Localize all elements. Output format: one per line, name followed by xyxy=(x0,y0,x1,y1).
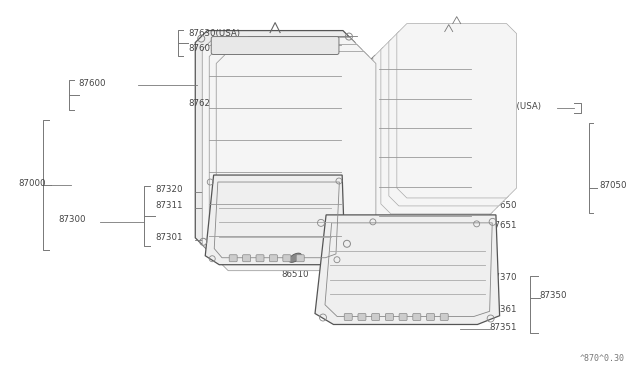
Text: 87320: 87320 xyxy=(156,186,183,195)
Text: 87650: 87650 xyxy=(490,201,517,211)
PathPatch shape xyxy=(209,45,369,264)
FancyBboxPatch shape xyxy=(399,314,407,321)
Text: 87361: 87361 xyxy=(490,305,517,314)
PathPatch shape xyxy=(397,23,516,198)
FancyBboxPatch shape xyxy=(211,36,339,54)
FancyBboxPatch shape xyxy=(385,314,394,321)
FancyBboxPatch shape xyxy=(283,255,291,262)
PathPatch shape xyxy=(389,32,509,206)
FancyBboxPatch shape xyxy=(243,255,251,262)
Text: 87630(USA): 87630(USA) xyxy=(188,29,240,38)
FancyBboxPatch shape xyxy=(344,314,352,321)
Text: 87301: 87301 xyxy=(156,233,183,242)
Ellipse shape xyxy=(289,253,301,262)
PathPatch shape xyxy=(373,48,493,222)
Text: 86510: 86510 xyxy=(282,270,309,279)
Text: 87050: 87050 xyxy=(600,182,627,190)
FancyBboxPatch shape xyxy=(256,255,264,262)
FancyBboxPatch shape xyxy=(358,314,366,321)
FancyBboxPatch shape xyxy=(440,314,448,321)
FancyBboxPatch shape xyxy=(426,314,435,321)
Text: 87350: 87350 xyxy=(540,291,567,300)
Text: 87300: 87300 xyxy=(59,215,86,224)
Text: 87601: 87601 xyxy=(188,44,216,53)
Text: 87600: 87600 xyxy=(79,79,106,88)
Text: ^870^0.30: ^870^0.30 xyxy=(579,355,625,363)
FancyBboxPatch shape xyxy=(413,314,420,321)
Text: 87670: 87670 xyxy=(490,182,517,190)
Text: 87620: 87620 xyxy=(188,99,216,108)
Text: 87370: 87370 xyxy=(490,273,517,282)
FancyBboxPatch shape xyxy=(229,255,237,262)
FancyBboxPatch shape xyxy=(372,314,380,321)
PathPatch shape xyxy=(315,215,500,324)
FancyBboxPatch shape xyxy=(269,255,277,262)
PathPatch shape xyxy=(381,39,500,214)
PathPatch shape xyxy=(195,31,355,250)
Text: 87311: 87311 xyxy=(156,201,183,211)
Text: 87630(USA): 87630(USA) xyxy=(490,102,541,111)
Text: 87351: 87351 xyxy=(490,323,517,332)
Text: 87651: 87651 xyxy=(490,221,517,230)
PathPatch shape xyxy=(202,38,362,257)
PathPatch shape xyxy=(205,175,345,265)
PathPatch shape xyxy=(216,51,376,271)
Text: 87000: 87000 xyxy=(19,179,46,187)
PathPatch shape xyxy=(365,55,484,230)
FancyBboxPatch shape xyxy=(296,255,304,262)
